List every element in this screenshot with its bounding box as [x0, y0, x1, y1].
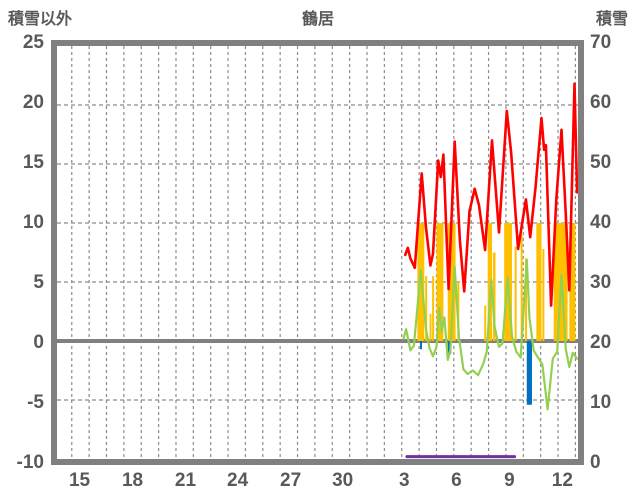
orange-bars-bar — [487, 223, 493, 341]
orange-bars-bar — [436, 223, 444, 341]
x-axis-tick-label: 3 — [399, 470, 410, 491]
y-left-tick-label: 0 — [33, 332, 44, 353]
orange-bars-bar — [542, 248, 545, 341]
x-axis-tick-label: 6 — [451, 470, 462, 491]
y-left-tick-label: 5 — [33, 272, 44, 293]
y-left-tick-label: 10 — [22, 212, 44, 233]
y-left-tick-label: 25 — [22, 32, 44, 53]
y-right-tick-label: 70 — [590, 32, 612, 53]
orange-bars-bar — [525, 258, 528, 341]
y-right-tick-label: 50 — [590, 152, 612, 173]
green-line — [402, 258, 578, 411]
y-right-tick-label: 0 — [590, 452, 601, 473]
orange-bars-bar — [520, 234, 523, 341]
blue-bars-bar — [526, 341, 532, 405]
x-axis-tick-label: 24 — [227, 470, 249, 491]
x-axis-tick-label: 27 — [280, 470, 302, 491]
left-axis-title: 積雪以外 — [8, 11, 73, 28]
x-axis-tick-label: 18 — [121, 470, 144, 491]
y-left-tick-label: 15 — [22, 152, 44, 173]
orange-bars-bar — [536, 223, 542, 341]
orange-bars-bar — [492, 252, 496, 341]
orange-bars-bar — [484, 305, 487, 341]
chart-title: 鶴居 — [301, 11, 334, 28]
orange-bars-bar — [425, 276, 428, 341]
orange-bars-bar — [514, 246, 517, 341]
x-axis-tick-label: 15 — [68, 470, 91, 491]
x-axis-tick-label: 9 — [504, 470, 515, 491]
y-left-tick-label: -10 — [16, 452, 44, 473]
orange-bars-bar — [429, 313, 432, 341]
blue-bars-bar — [419, 341, 422, 350]
y-right-tick-label: 40 — [590, 212, 612, 233]
x-axis-tick-label: 30 — [332, 470, 354, 491]
x-axis-tick-label: 12 — [551, 470, 573, 491]
y-left-tick-label: -5 — [27, 392, 44, 413]
y-left-tick-label: 20 — [22, 92, 44, 113]
y-right-tick-label: 10 — [590, 392, 612, 413]
red-line — [403, 82, 578, 307]
y-right-tick-label: 60 — [590, 92, 612, 113]
x-axis-tick-label: 21 — [174, 470, 197, 491]
right-axis-title: 積雪 — [595, 11, 628, 28]
y-right-tick-label: 20 — [590, 332, 612, 353]
plot-canvas — [57, 46, 578, 459]
y-right-tick-label: 30 — [590, 272, 612, 293]
plot-area-frame — [51, 40, 584, 465]
orange-bars-bar — [447, 223, 456, 341]
orange-bars-bar — [569, 223, 576, 341]
orange-bars-bar — [432, 276, 435, 341]
